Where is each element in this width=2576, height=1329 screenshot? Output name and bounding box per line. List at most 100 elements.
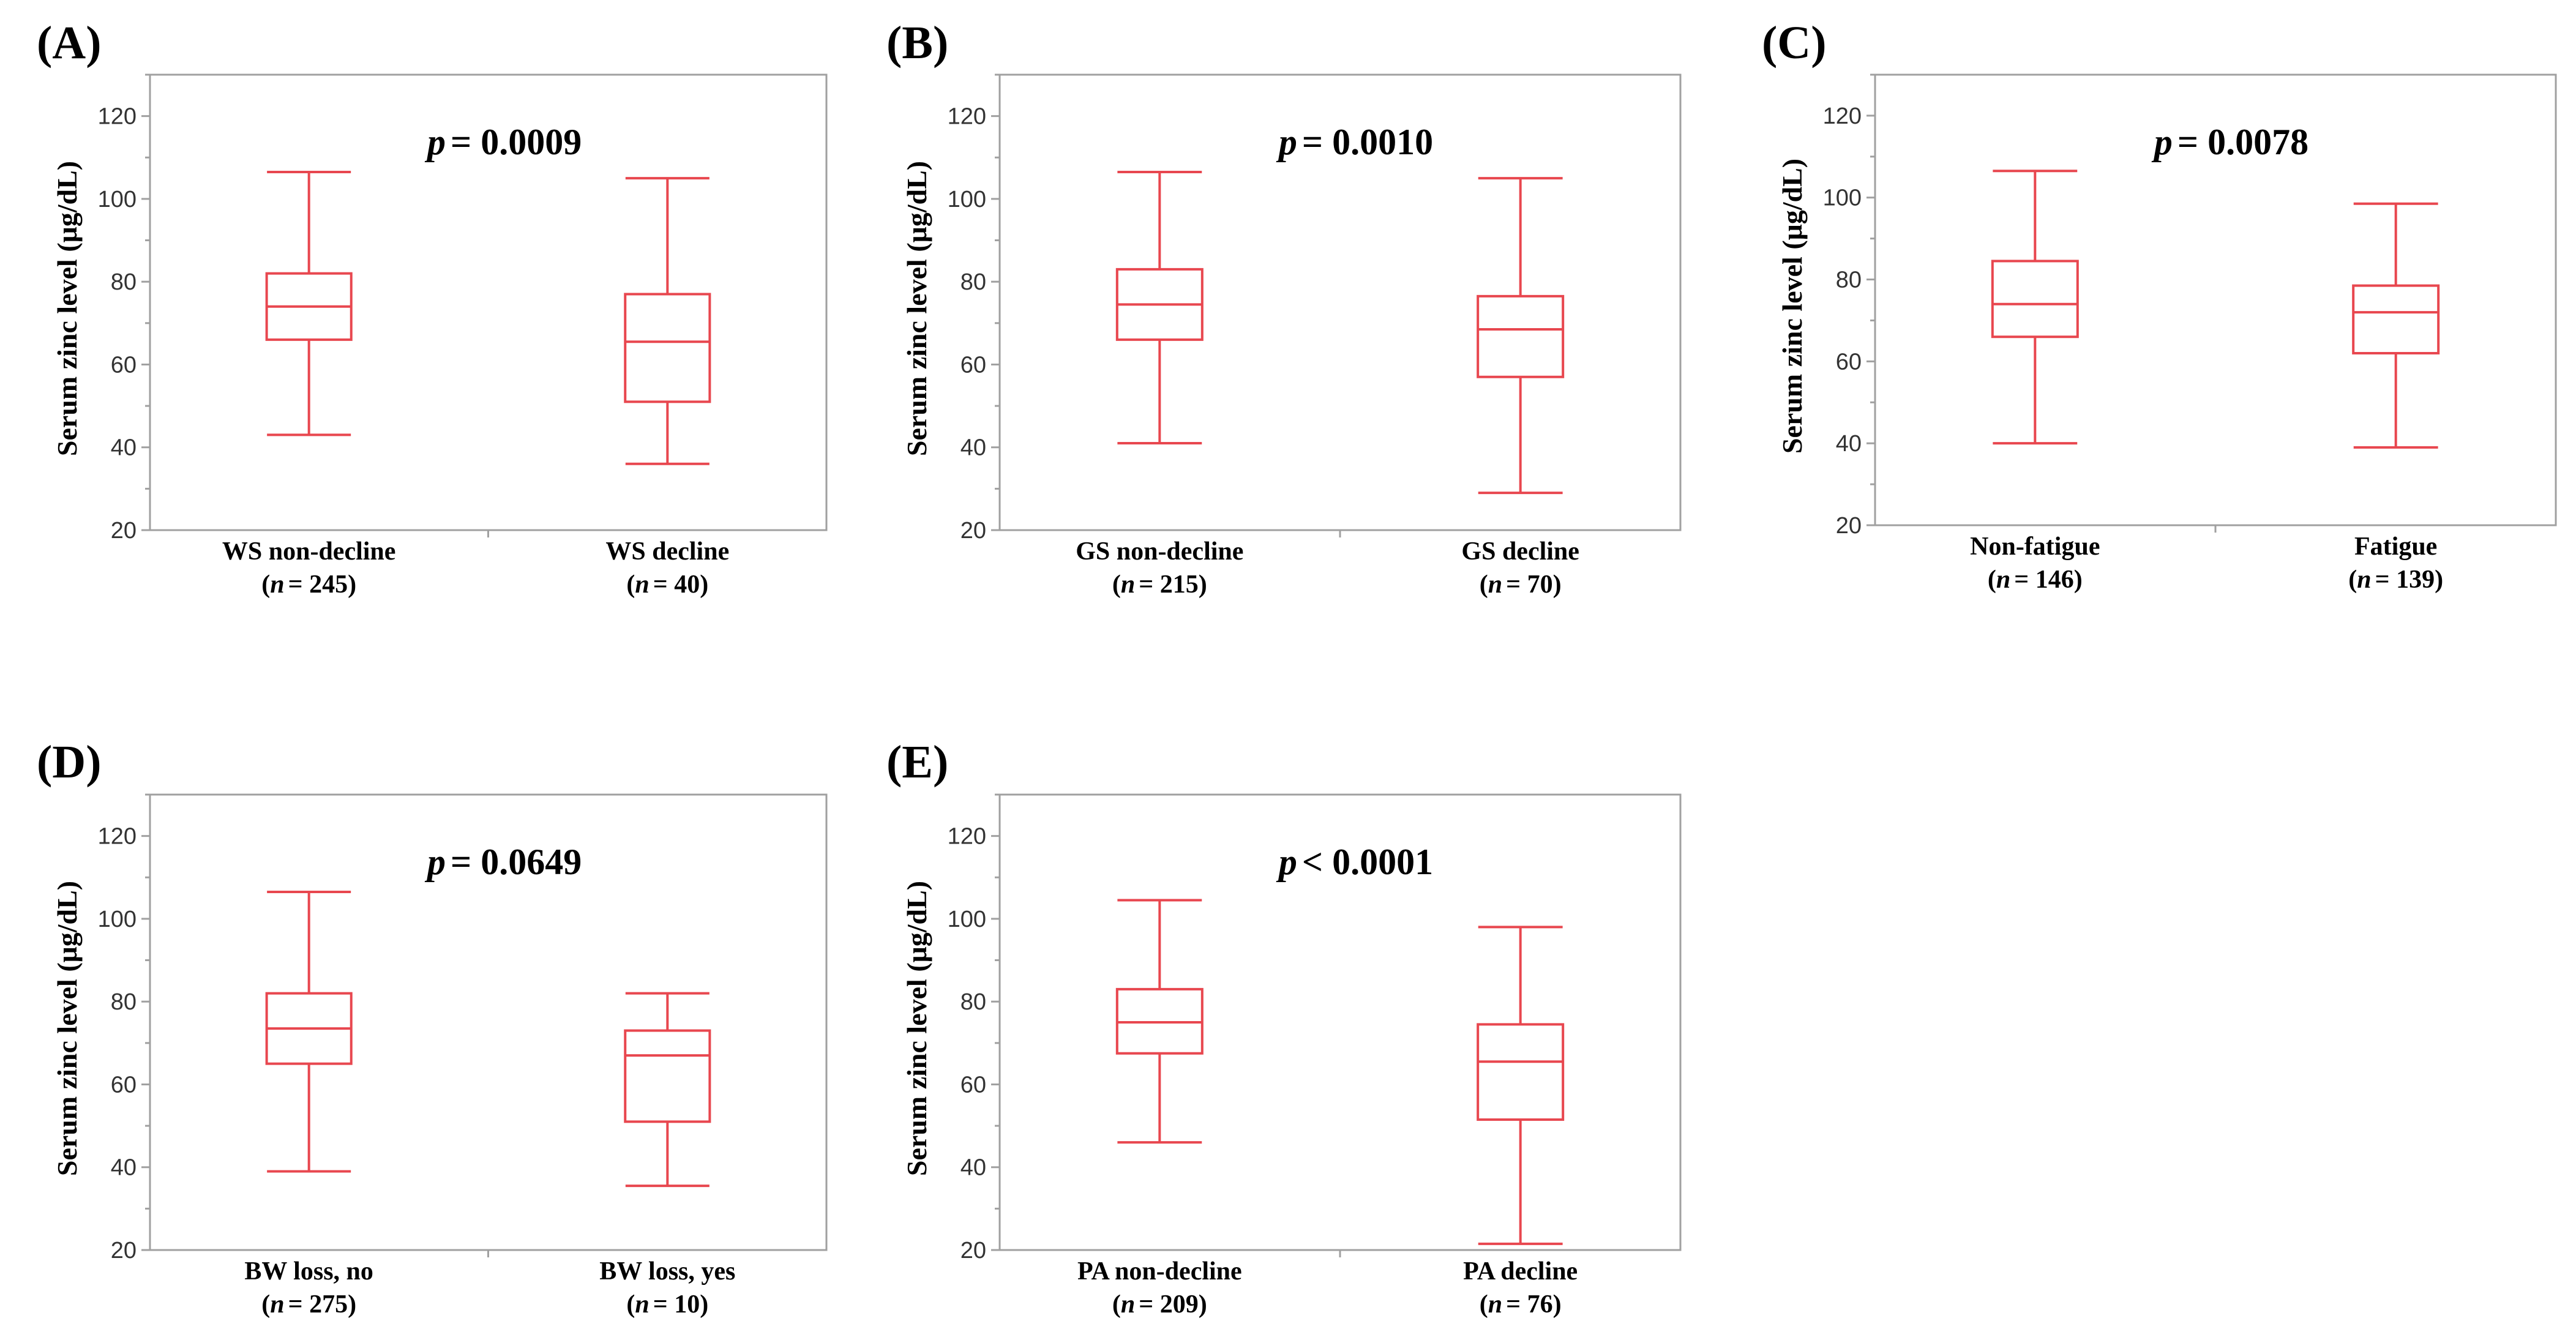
box-bw-loss-no xyxy=(265,890,353,1173)
n-label: (n = 215) xyxy=(1112,571,1207,599)
category-label: BW loss, yes xyxy=(599,1257,735,1286)
box-fatigue xyxy=(2352,202,2440,449)
n-symbol: n xyxy=(635,571,649,599)
category-label: PA non-decline xyxy=(1077,1257,1242,1286)
category-label: PA decline xyxy=(1463,1257,1578,1286)
p-value-text: < 0.0001 xyxy=(1302,842,1433,882)
panel-b: (B) 20 40 60 80 100 120 Serum zinc level (μg/dL… xyxy=(886,17,1682,599)
category-label: Non-fatigue xyxy=(1970,533,2100,561)
n-value: = 209) xyxy=(1139,1290,1207,1319)
n-open-paren: ( xyxy=(1480,571,1488,599)
category-label: WS non-decline xyxy=(222,537,396,566)
box-gs-decline xyxy=(1477,177,1565,495)
y-tick-label: 40 xyxy=(960,1155,986,1181)
y-tick-label: 60 xyxy=(1836,349,1862,375)
p-value-text: = 0.0009 xyxy=(451,122,582,162)
p-value: p = 0.0078 xyxy=(2151,122,2308,162)
y-axis-label: Serum zinc level (μg/dL) xyxy=(51,881,83,1176)
n-value: = 40) xyxy=(653,571,708,599)
y-tick-label: 20 xyxy=(111,1238,137,1263)
y-tick-label: 100 xyxy=(98,187,137,212)
n-symbol: n xyxy=(1121,571,1135,599)
p-value: p = 0.0010 xyxy=(1276,122,1433,162)
box-pa-decline xyxy=(1477,926,1565,1245)
panel-c: (C) 20 40 60 80 100 120 Serum zinc level (μg/dL… xyxy=(1762,17,2557,594)
n-value: = 275) xyxy=(288,1290,356,1319)
iqr-box xyxy=(1477,1023,1565,1121)
n-label: (n = 40) xyxy=(626,571,708,599)
panel-label: (C) xyxy=(1762,17,1827,69)
p-symbol: p xyxy=(2151,122,2173,162)
category-label: Fatigue xyxy=(2354,533,2437,561)
y-tick-label: 20 xyxy=(1836,513,1862,539)
n-open-paren: ( xyxy=(626,571,635,599)
y-tick-label: 60 xyxy=(111,352,137,378)
n-value: = 70) xyxy=(1506,571,1561,599)
n-open-paren: ( xyxy=(1480,1290,1488,1319)
iqr-box xyxy=(2352,284,2440,354)
y-tick-label: 20 xyxy=(111,518,137,544)
box-bw-loss-yes xyxy=(624,992,711,1188)
n-value: = 245) xyxy=(288,571,356,599)
n-open-paren: ( xyxy=(1112,571,1121,599)
n-label: (n = 146) xyxy=(1988,566,2083,594)
y-axis-label: Serum zinc level (μg/dL) xyxy=(1777,159,1808,454)
p-value: p < 0.0001 xyxy=(1276,842,1433,882)
n-value: = 10) xyxy=(653,1290,708,1319)
n-open-paren: ( xyxy=(1112,1290,1121,1319)
n-value: = 139) xyxy=(2375,566,2443,594)
n-label: (n = 275) xyxy=(261,1290,356,1319)
p-value: p = 0.0009 xyxy=(424,122,582,162)
n-symbol: n xyxy=(270,571,284,599)
y-tick-label: 80 xyxy=(111,989,137,1015)
y-tick-label: 60 xyxy=(111,1072,137,1098)
iqr-box xyxy=(1477,294,1565,378)
p-value-text: = 0.0078 xyxy=(2177,122,2308,162)
n-symbol: n xyxy=(2357,566,2371,594)
y-axis-label: Serum zinc level (μg/dL) xyxy=(901,881,932,1176)
y-tick-label: 120 xyxy=(1823,103,1862,129)
n-label: (n = 139) xyxy=(2348,566,2443,594)
y-tick-label: 60 xyxy=(960,1072,986,1098)
box-gs-non-decline xyxy=(1115,170,1204,444)
y-tick-label: 120 xyxy=(948,104,986,130)
n-symbol: n xyxy=(1488,1290,1502,1319)
category-label: WS decline xyxy=(605,537,729,566)
p-value-text: = 0.0649 xyxy=(451,842,582,882)
y-tick-label: 100 xyxy=(1823,185,1862,211)
n-open-paren: ( xyxy=(2348,566,2357,594)
y-tick-label: 120 xyxy=(948,824,986,850)
p-symbol: p xyxy=(1276,122,1297,162)
y-tick-label: 120 xyxy=(98,824,137,850)
y-tick-label: 40 xyxy=(111,435,137,461)
n-symbol: n xyxy=(1488,571,1502,599)
n-label: (n = 10) xyxy=(626,1290,708,1319)
n-label: (n = 70) xyxy=(1480,571,1562,599)
panel-e: (E) 20 40 60 80 100 120 Serum zinc level (μg/dL… xyxy=(886,736,1682,1319)
n-symbol: n xyxy=(270,1290,284,1319)
category-label: BW loss, no xyxy=(244,1257,373,1286)
category-label: GS non-decline xyxy=(1076,537,1243,566)
iqr-box xyxy=(1991,260,2079,339)
y-axis-label: Serum zinc level (μg/dL) xyxy=(51,161,83,456)
y-tick-label: 60 xyxy=(960,352,986,378)
n-symbol: n xyxy=(1121,1290,1135,1319)
category-label: GS decline xyxy=(1461,537,1579,566)
n-open-paren: ( xyxy=(261,571,270,599)
y-tick-label: 100 xyxy=(98,907,137,932)
n-symbol: n xyxy=(635,1290,649,1319)
panel-d: (D) 20 40 60 80 100 120 Serum zinc level (μg/dL… xyxy=(37,736,828,1319)
p-symbol: p xyxy=(424,122,446,162)
p-symbol: p xyxy=(424,842,446,882)
panel-label: (B) xyxy=(886,17,948,69)
y-tick-label: 20 xyxy=(960,1238,986,1263)
p-value: p = 0.0649 xyxy=(424,842,582,882)
box-pa-non-decline xyxy=(1115,899,1204,1144)
y-tick-label: 100 xyxy=(948,187,986,212)
n-open-paren: ( xyxy=(261,1290,270,1319)
iqr-box xyxy=(624,1029,711,1123)
n-value: = 215) xyxy=(1139,571,1207,599)
panel-label: (E) xyxy=(886,736,948,788)
n-value: = 76) xyxy=(1506,1290,1561,1319)
